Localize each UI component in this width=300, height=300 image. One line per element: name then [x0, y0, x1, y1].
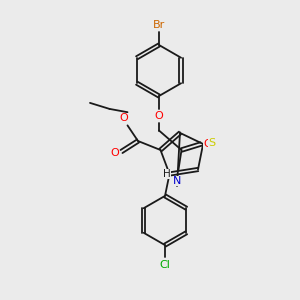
Text: N: N — [173, 176, 181, 186]
Text: Br: Br — [153, 20, 165, 31]
Text: O: O — [154, 111, 164, 121]
Text: Cl: Cl — [160, 260, 170, 270]
Text: O: O — [119, 113, 128, 123]
Text: H: H — [163, 169, 171, 179]
Text: S: S — [208, 137, 215, 148]
Text: O: O — [203, 139, 212, 149]
Text: O: O — [110, 148, 119, 158]
